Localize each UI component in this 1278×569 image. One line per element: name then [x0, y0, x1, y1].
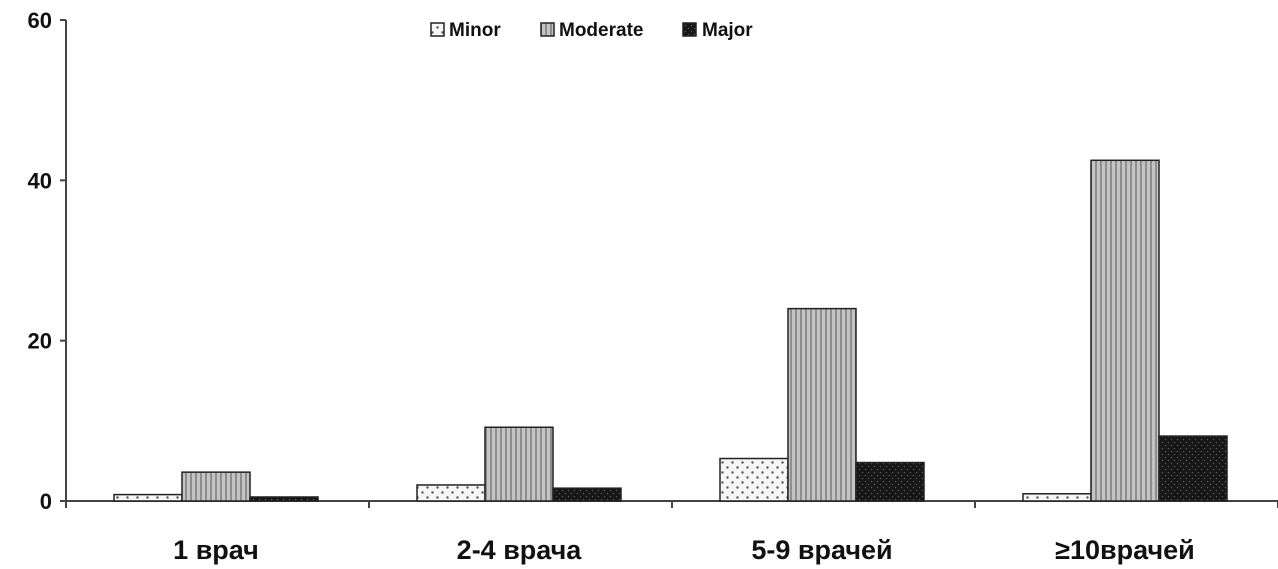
- y-tick-label: 60: [28, 8, 52, 33]
- legend: Minor Moderate Major: [430, 20, 753, 41]
- y-tick-label: 20: [28, 329, 52, 354]
- bars: [113, 159, 1228, 502]
- category-label: 1 врач: [173, 535, 259, 565]
- legend-swatch-minor: [430, 22, 445, 37]
- legend-swatch-moderate: [540, 22, 555, 37]
- legend-label-minor: Minor: [449, 20, 501, 41]
- y-ticks: 0 20 40 60: [28, 8, 66, 514]
- bar-major: [552, 487, 622, 502]
- bar-moderate: [484, 426, 554, 502]
- category-label: ≥10врачей: [1055, 535, 1195, 565]
- bar-minor: [416, 484, 486, 502]
- bar-major: [249, 496, 319, 502]
- y-tick-label: 0: [40, 489, 52, 514]
- bar-moderate: [1090, 159, 1160, 502]
- category-label: 2-4 врача: [457, 535, 583, 565]
- x-ticks: [65, 501, 1278, 508]
- bar-moderate: [787, 307, 857, 502]
- bar-moderate: [181, 471, 251, 502]
- category-labels: 1 врач 2-4 врача 5-9 врачей ≥10врачей: [173, 535, 1195, 565]
- bar-minor: [113, 493, 183, 502]
- bar-minor: [719, 457, 789, 502]
- legend-swatch-major: [682, 22, 697, 37]
- bar-minor: [1022, 493, 1092, 502]
- legend-label-major: Major: [702, 20, 753, 41]
- category-label: 5-9 врачей: [751, 535, 892, 565]
- y-tick-label: 40: [28, 168, 52, 193]
- bar-major: [855, 461, 925, 502]
- legend-label-moderate: Moderate: [559, 20, 643, 41]
- bar-major: [1158, 435, 1228, 502]
